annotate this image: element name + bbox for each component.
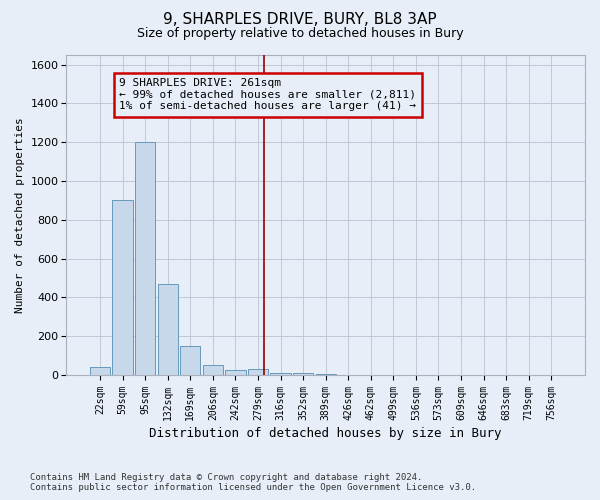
Bar bbox=[180, 346, 200, 375]
Text: Contains HM Land Registry data © Crown copyright and database right 2024.
Contai: Contains HM Land Registry data © Crown c… bbox=[30, 473, 476, 492]
Bar bbox=[248, 370, 268, 375]
Bar bbox=[316, 374, 336, 375]
Bar bbox=[112, 200, 133, 375]
Text: 9 SHARPLES DRIVE: 261sqm
← 99% of detached houses are smaller (2,811)
1% of semi: 9 SHARPLES DRIVE: 261sqm ← 99% of detach… bbox=[119, 78, 416, 112]
X-axis label: Distribution of detached houses by size in Bury: Distribution of detached houses by size … bbox=[149, 427, 502, 440]
Bar bbox=[225, 370, 245, 375]
Bar bbox=[135, 142, 155, 375]
Bar bbox=[90, 368, 110, 375]
Text: 9, SHARPLES DRIVE, BURY, BL8 3AP: 9, SHARPLES DRIVE, BURY, BL8 3AP bbox=[163, 12, 437, 28]
Y-axis label: Number of detached properties: Number of detached properties bbox=[15, 117, 25, 313]
Bar bbox=[271, 373, 290, 375]
Text: Size of property relative to detached houses in Bury: Size of property relative to detached ho… bbox=[137, 28, 463, 40]
Bar bbox=[203, 366, 223, 375]
Bar bbox=[293, 373, 313, 375]
Bar bbox=[158, 284, 178, 375]
